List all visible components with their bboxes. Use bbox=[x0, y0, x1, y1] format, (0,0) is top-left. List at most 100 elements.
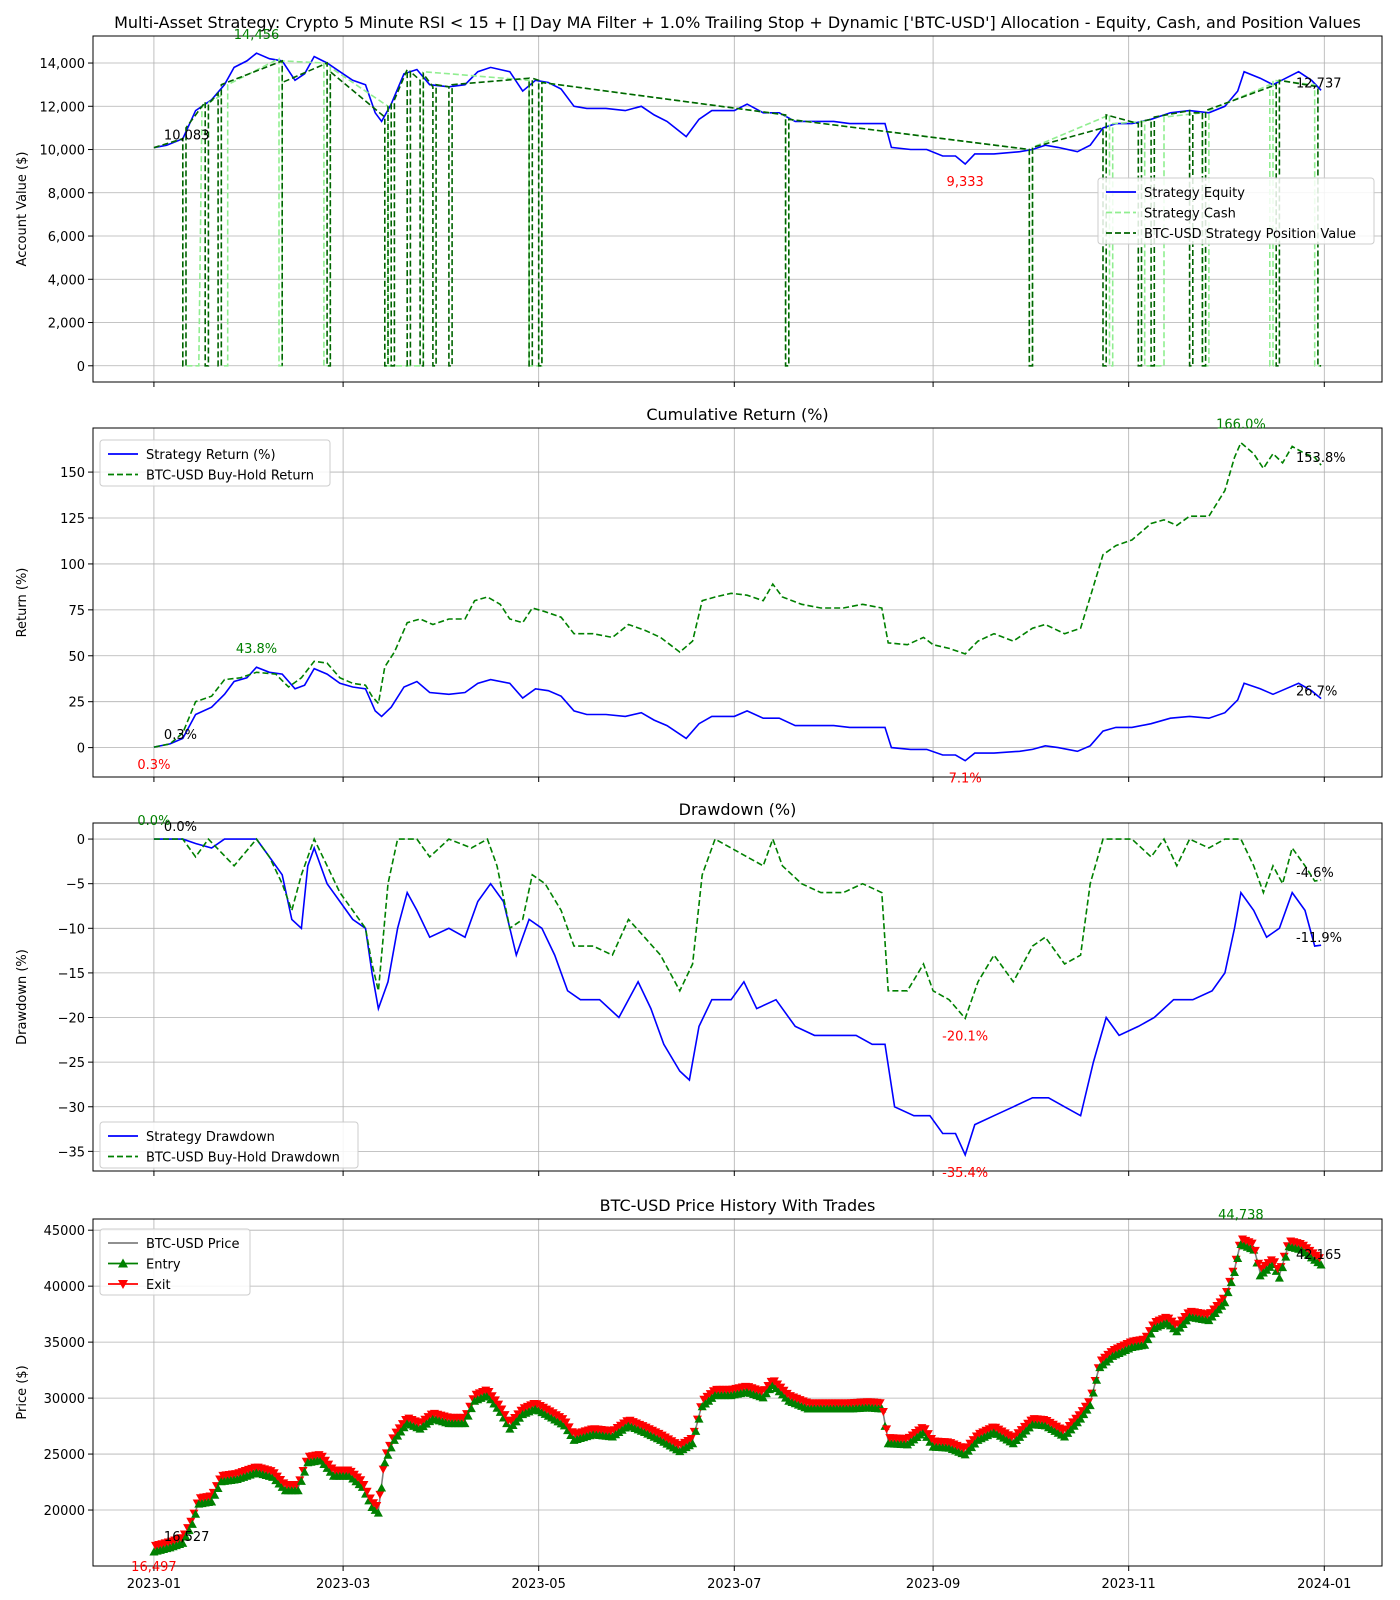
entry-marker bbox=[1271, 1266, 1281, 1275]
y-tick-label: 6,000 bbox=[48, 230, 85, 245]
exit-marker bbox=[494, 1400, 504, 1409]
y-tick-label: 0 bbox=[77, 742, 85, 757]
y-axis-label: Return (%) bbox=[15, 568, 30, 638]
data-annotation: 26.7% bbox=[1296, 685, 1337, 700]
entry-marker bbox=[386, 1443, 396, 1452]
legend-label: Strategy Equity bbox=[1144, 186, 1245, 201]
exit-marker bbox=[487, 1392, 497, 1401]
legend-box bbox=[99, 1228, 251, 1296]
y-tick-label: 50 bbox=[68, 650, 85, 665]
legend: BTC-USD Price Entry Exit bbox=[99, 1228, 251, 1296]
entry-marker bbox=[383, 1450, 393, 1459]
exit-marker bbox=[465, 1402, 475, 1411]
exit-marker bbox=[1247, 1239, 1257, 1248]
y-tick-label: 8,000 bbox=[48, 187, 85, 202]
entry-marker bbox=[566, 1430, 576, 1440]
entry-marker bbox=[1281, 1252, 1291, 1261]
y-tick-label: 40000 bbox=[44, 1280, 85, 1295]
entry-marker bbox=[1082, 1405, 1092, 1414]
data-annotation: 16,527 bbox=[164, 1530, 210, 1545]
entry-marker bbox=[373, 1508, 383, 1517]
entry-marker bbox=[463, 1411, 473, 1420]
entry-marker bbox=[559, 1421, 569, 1430]
data-annotation: 166.0% bbox=[1216, 418, 1266, 433]
entry-marker bbox=[187, 1519, 197, 1528]
exit-marker bbox=[385, 1441, 395, 1450]
y-tick-label: 0 bbox=[77, 360, 85, 375]
entry-marker bbox=[191, 1509, 201, 1518]
data-annotation: 43.8% bbox=[236, 642, 277, 657]
entry-marker bbox=[1088, 1388, 1098, 1397]
entry-marker bbox=[1278, 1263, 1288, 1272]
x-tick-label: 2023-11 bbox=[1102, 1577, 1156, 1592]
entry-marker bbox=[1220, 1298, 1230, 1307]
data-annotation: 14,456 bbox=[234, 28, 280, 43]
entry-marker bbox=[1233, 1253, 1243, 1262]
exit-marker bbox=[356, 1476, 366, 1485]
entry-marker bbox=[396, 1427, 406, 1436]
data-annotation: -35.4% bbox=[942, 1166, 988, 1181]
x-tick-label: 2023-05 bbox=[512, 1577, 566, 1592]
exit-marker bbox=[372, 1502, 382, 1511]
data-annotation: 12,737 bbox=[1296, 76, 1342, 91]
exit-marker bbox=[490, 1396, 500, 1405]
y-tick-label: −20 bbox=[58, 1012, 85, 1027]
series-line-strategy-return bbox=[153, 666, 1322, 762]
entry-marker bbox=[1079, 1410, 1089, 1419]
entry-marker bbox=[393, 1431, 403, 1440]
exit-marker bbox=[375, 1490, 385, 1499]
exit-marker bbox=[920, 1425, 930, 1434]
entry-marker-icon bbox=[118, 1258, 128, 1268]
exit-marker bbox=[1084, 1398, 1094, 1407]
y-tick-label: 20000 bbox=[44, 1504, 85, 1519]
entry-marker bbox=[300, 1467, 310, 1476]
exit-marker bbox=[365, 1494, 375, 1503]
chart-panel-2: 0 25 50 75 100 125 150 Cumulative Return (%) Ret… bbox=[15, 405, 1383, 787]
exit-marker bbox=[686, 1435, 696, 1444]
data-annotation: 0.3% bbox=[164, 728, 197, 743]
y-axis-label: Price ($) bbox=[15, 1365, 30, 1419]
data-annotation: 42,165 bbox=[1296, 1248, 1342, 1263]
exit-marker bbox=[359, 1481, 369, 1490]
legend: Strategy Drawdown BTC-USD Buy-Hold Drawdo… bbox=[99, 1121, 359, 1169]
entry-marker bbox=[1140, 1340, 1150, 1349]
entry-marker bbox=[765, 1385, 775, 1394]
chart-panel-3: −35 −30 −25 −20 −15 −10 −5 0 Drawdown (%) Drawdow… bbox=[15, 800, 1383, 1181]
y-tick-label: 150 bbox=[60, 466, 85, 481]
entry-marker bbox=[181, 1532, 191, 1541]
entry-marker bbox=[688, 1439, 698, 1448]
entry-marker bbox=[758, 1393, 768, 1402]
entry-marker bbox=[178, 1538, 188, 1547]
data-annotation: -20.1% bbox=[942, 1029, 988, 1044]
entry-marker bbox=[466, 1404, 476, 1413]
legend-label: BTC-USD Price bbox=[146, 1237, 240, 1252]
entry-marker bbox=[1143, 1335, 1153, 1344]
y-tick-label: 2,000 bbox=[48, 317, 85, 332]
series-line-btc-usd-strategy-position-value bbox=[153, 59, 1322, 367]
axes-frame bbox=[92, 1218, 1383, 1567]
entry-marker bbox=[184, 1526, 194, 1535]
exit-marker bbox=[500, 1411, 510, 1420]
x-tick-label: 2023-09 bbox=[906, 1577, 960, 1592]
y-tick-label: 12,000 bbox=[40, 100, 86, 115]
legend-box bbox=[99, 439, 331, 487]
data-annotation: 0.3% bbox=[137, 758, 170, 773]
exit-marker bbox=[381, 1449, 391, 1458]
x-tick-label: 2023-03 bbox=[316, 1577, 370, 1592]
entry-marker bbox=[210, 1490, 220, 1499]
exit-marker bbox=[186, 1517, 196, 1526]
x-tick-label: 2024-01 bbox=[1297, 1577, 1351, 1592]
exit-marker bbox=[484, 1387, 494, 1397]
y-axis-label: Account Value ($) bbox=[15, 152, 30, 267]
exit-marker bbox=[1250, 1246, 1260, 1255]
entry-marker bbox=[399, 1423, 409, 1432]
entry-marker bbox=[925, 1437, 935, 1446]
data-annotation: 16,497 bbox=[131, 1560, 177, 1575]
legend: Strategy Return (%) BTC-USD Buy-Hold Retu… bbox=[99, 439, 331, 487]
entry-marker bbox=[1085, 1401, 1095, 1410]
chart-panel-4: 20000 25000 30000 35000 40000 45000 2023-01 202… bbox=[15, 1196, 1383, 1592]
exit-marker bbox=[882, 1425, 892, 1434]
entry-marker bbox=[502, 1418, 512, 1428]
entry-marker bbox=[389, 1435, 399, 1444]
y-tick-label: −15 bbox=[58, 967, 85, 982]
